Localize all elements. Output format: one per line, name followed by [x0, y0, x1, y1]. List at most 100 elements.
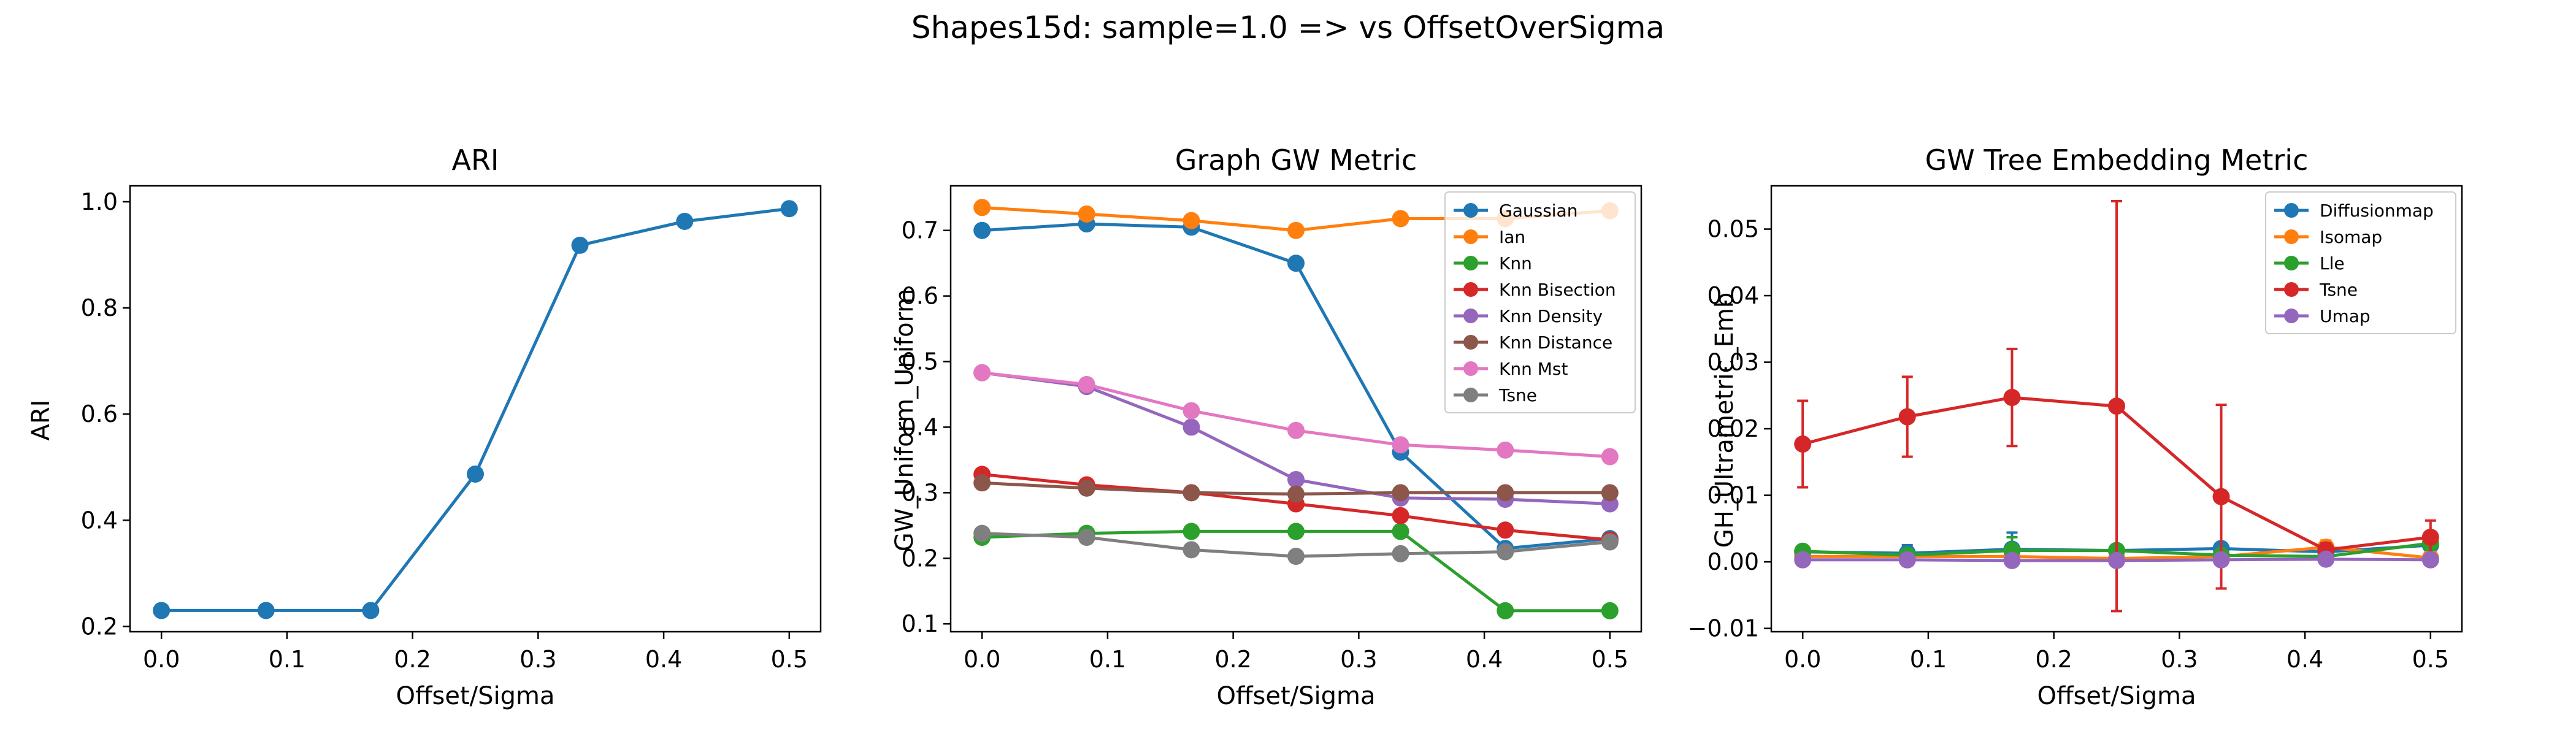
data-point: [1287, 221, 1305, 239]
data-point: [1392, 507, 1409, 524]
data-point: [1898, 551, 1916, 569]
legend: Gaussian Ian Knn Knn Bisection Knn Density Kn…: [1444, 191, 1636, 413]
y-tick-label: 0.5: [902, 348, 938, 375]
legend-label: Lle: [2320, 253, 2345, 274]
data-point: [1601, 533, 1619, 551]
y-tick-label: 0.3: [902, 479, 938, 506]
y-tick-label: 0.05: [1707, 216, 1759, 243]
data-point: [2212, 488, 2230, 505]
legend-label: Umap: [2320, 306, 2371, 326]
chart-ari: ARI Offset/Sigma ARI 0.0 0.1 0.2 0.3 0.4 0.50…: [27, 144, 822, 710]
data-point: [2003, 389, 2021, 407]
data-point: [1287, 255, 1305, 272]
y-tick-label: 0.7: [902, 217, 938, 244]
data-point: [1392, 210, 1409, 228]
data-point: [1497, 484, 1514, 502]
legend-entry: Tsne: [2274, 280, 2358, 300]
data-point: [467, 465, 484, 483]
y-tick-label: 0.04: [1707, 282, 1759, 309]
legend-label: Tsne: [2319, 280, 2358, 300]
axes-frame: [949, 185, 1643, 633]
data-point: [1794, 435, 1812, 453]
chart-title: GW Tree Embedding Metric: [1925, 144, 2309, 177]
series-knn-distance: [973, 474, 1619, 503]
legend-entry: Knn Density: [1454, 306, 1603, 326]
legend-label: Diffusionmap: [2320, 201, 2434, 221]
legend-entry: Isomap: [2274, 227, 2382, 247]
legend-entry: Knn Mst: [1454, 359, 1568, 379]
chart-title: Graph GW Metric: [1175, 144, 1417, 177]
x-tick-label: 0.5: [2412, 646, 2449, 673]
axes-frame: [1770, 185, 2463, 633]
data-point: [1078, 205, 1095, 223]
legend-label: Knn Density: [1499, 306, 1603, 326]
y-tick-label: 0.6: [81, 401, 118, 427]
data-point: [257, 602, 275, 619]
data-point: [973, 524, 991, 542]
chart-graph-gw-metric: Graph GW Metric Offset/Sigma GW_Uniform_…: [891, 144, 1643, 710]
data-point: [1794, 551, 1812, 569]
data-point: [1601, 602, 1619, 619]
legend-label: Knn Mst: [1499, 359, 1568, 379]
x-tick-label: 0.3: [2161, 646, 2198, 673]
data-point: [1183, 418, 1200, 436]
legend-box: [2265, 191, 2456, 334]
data-point: [973, 474, 991, 492]
data-point: [1497, 543, 1514, 561]
series-knn-mst: [973, 364, 1619, 466]
chart-gw-tree-embedding-metric: GW Tree Embedding Metric Offset/Sigma GH…: [1688, 144, 2463, 710]
x-tick-label: 0.3: [1340, 646, 1377, 673]
data-point: [780, 200, 798, 218]
x-tick-label: 0.0: [143, 646, 180, 673]
data-point: [1497, 602, 1514, 619]
y-tick-label: 0.2: [902, 545, 938, 572]
legend-box: [1444, 191, 1636, 413]
legend-swatch-marker: [1463, 309, 1478, 323]
axes-frame: [129, 185, 822, 633]
y-tick-label: 0.02: [1707, 415, 1759, 442]
legend-swatch-marker: [1463, 282, 1478, 297]
data-point: [1078, 479, 1095, 497]
legend-entry: Lle: [2274, 253, 2345, 274]
data-point: [2108, 551, 2125, 569]
data-point: [1183, 484, 1200, 502]
legend-entry: Gaussian: [1454, 201, 1577, 221]
x-tick-label: 0.5: [1592, 646, 1628, 673]
legend-swatch-marker: [2284, 282, 2299, 297]
data-point: [2003, 551, 2021, 569]
y-tick-label: 0.8: [81, 294, 118, 321]
legend-swatch-marker: [1463, 361, 1478, 376]
legend-entry: Umap: [2274, 306, 2371, 326]
y-tick-label: 0.00: [1707, 548, 1759, 575]
data-point: [1601, 484, 1619, 502]
x-tick-label: 0.2: [2035, 646, 2072, 673]
data-point: [1287, 421, 1305, 439]
series-0: [153, 200, 798, 619]
data-point: [1183, 402, 1200, 420]
data-point: [973, 221, 991, 239]
x-tick-label: 0.0: [964, 646, 1000, 673]
data-point: [676, 212, 694, 230]
data-point: [1287, 485, 1305, 503]
data-point: [1183, 212, 1200, 229]
legend-label: Knn: [1499, 253, 1532, 274]
series-tsne: [973, 524, 1619, 565]
x-tick-label: 0.5: [771, 646, 808, 673]
data-point: [1287, 548, 1305, 565]
legend-swatch-marker: [2284, 256, 2299, 270]
y-tick-label: 0.1: [902, 610, 938, 637]
data-point: [1497, 441, 1514, 459]
data-point: [1392, 436, 1409, 454]
data-point: [1183, 541, 1200, 559]
data-point: [1078, 375, 1095, 393]
y-tick-label: 0.6: [902, 283, 938, 310]
legend-label: Knn Bisection: [1499, 280, 1616, 300]
legend-swatch-marker: [2284, 309, 2299, 323]
legend-label: Ian: [1499, 227, 1525, 247]
legend-label: Tsne: [1498, 385, 1537, 405]
legend-swatch-marker: [1463, 335, 1478, 350]
data-point: [2421, 528, 2439, 546]
series-umap: [1794, 550, 2439, 569]
x-tick-label: 0.0: [1784, 646, 1821, 673]
